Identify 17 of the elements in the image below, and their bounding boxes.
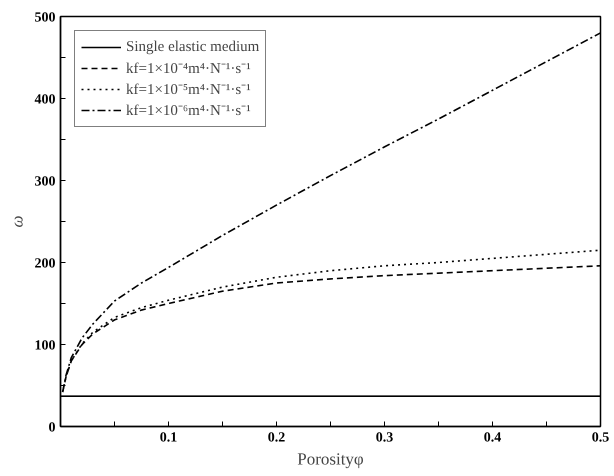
y-tick-label: 0 (48, 420, 56, 436)
y-tick-label: 500 (34, 10, 56, 26)
legend-label: Single elastic medium (126, 38, 260, 56)
legend-label: kf=1×10⁻⁶m⁴·N⁻¹·s⁻¹ (126, 102, 251, 120)
x-tick-label: 0.4 (484, 430, 502, 446)
legend-label: kf=1×10⁻⁴m⁴·N⁻¹·s⁻¹ (126, 60, 251, 78)
legend-label: kf=1×10⁻⁵m⁴·N⁻¹·s⁻¹ (126, 81, 251, 99)
y-tick-label: 300 (34, 174, 56, 190)
y-tick-label: 400 (34, 92, 56, 108)
y-tick-label: 100 (34, 338, 56, 354)
y-axis-title: ω (8, 215, 26, 228)
x-tick-label: 0.2 (268, 430, 286, 446)
x-axis-title: Porosityφ (297, 450, 364, 468)
x-tick-label: 0.1 (160, 430, 178, 446)
y-tick-label: 200 (34, 256, 56, 272)
x-tick-label: 0.5 (592, 430, 610, 446)
x-tick-label: 0.3 (376, 430, 394, 446)
